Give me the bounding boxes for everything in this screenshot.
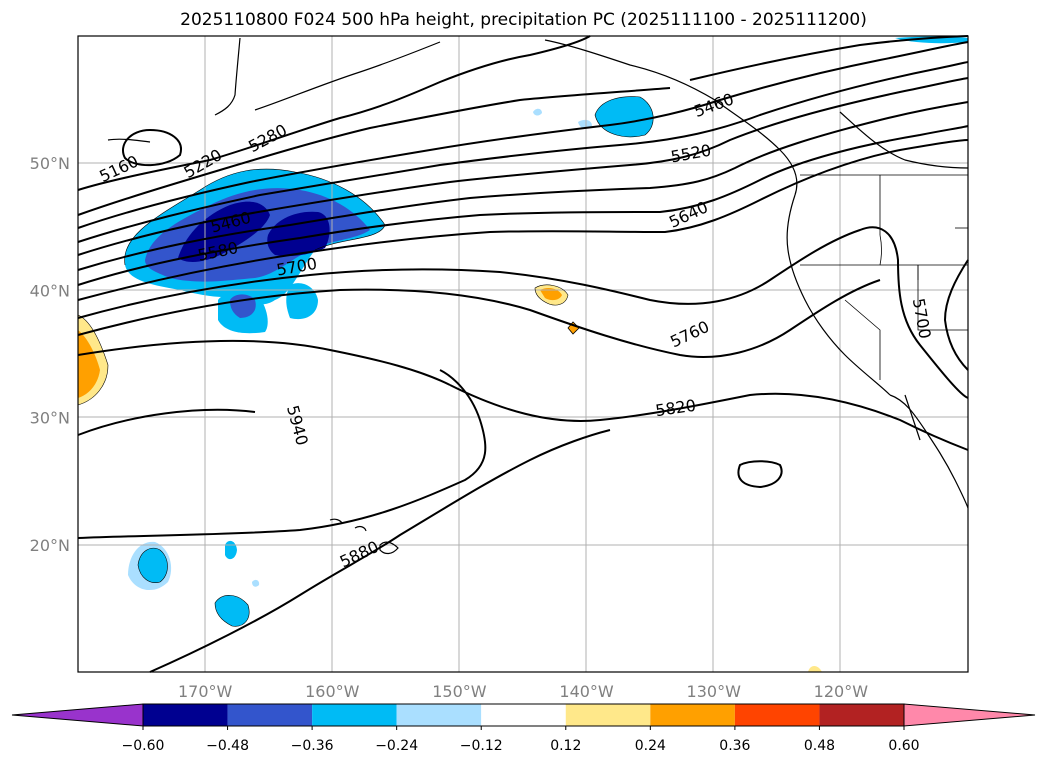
colorbar-tick-label: −0.60 — [122, 738, 165, 754]
contour-label: 5760 — [667, 317, 712, 351]
graticule — [78, 36, 968, 672]
longitude-label: 140°W — [559, 682, 614, 701]
colorbar-tick-label: 0.24 — [635, 738, 666, 754]
colorbar-tick-label: 0.60 — [888, 738, 919, 754]
contour-label: 5940 — [283, 403, 312, 447]
colorbar-segment — [143, 704, 228, 726]
latitude-label: 20°N — [30, 536, 70, 555]
colorbar-tick-label: −0.48 — [206, 738, 249, 754]
colorbar-segment — [227, 704, 313, 726]
latitude-label: 40°N — [30, 281, 70, 300]
latitude-label: 30°N — [30, 409, 70, 428]
map-frame — [77, 35, 969, 673]
map-title: 2025110800 F024 500 hPa height, precipit… — [180, 10, 867, 30]
precip-outline — [77, 96, 654, 627]
colorbar-segment — [650, 704, 735, 726]
colorbar-tick-labels: −0.60 −0.48 −0.36 −0.24 −0.12 0.12 0.24 0.36 0.4… — [122, 738, 920, 754]
contour-label: 5460 — [692, 89, 737, 121]
contour-label: 5820 — [654, 396, 697, 420]
longitude-label: 150°W — [432, 682, 487, 701]
longitude-label: 130°W — [687, 682, 742, 701]
latitude-labels: 50°N 40°N 30°N 20°N — [30, 154, 70, 555]
colorbar-tick-label: 0.48 — [804, 738, 835, 754]
contour-label: 5160 — [96, 152, 141, 186]
colorbar-extend-low — [11, 703, 144, 727]
colorbar-tick-label: −0.12 — [460, 738, 503, 754]
latitude-label: 50°N — [30, 154, 70, 173]
colorbar-tick-label: −0.36 — [291, 738, 334, 754]
colorbar-segment — [734, 704, 820, 726]
coastlines — [107, 37, 969, 555]
colorbar-segment — [481, 704, 566, 726]
colorbar-segment — [565, 704, 651, 726]
colorbar-tick-label: −0.24 — [375, 738, 418, 754]
contour-label: 5220 — [180, 145, 225, 182]
longitude-label: 170°W — [178, 682, 233, 701]
colorbar-segment — [312, 704, 397, 726]
height-contours — [77, 35, 969, 673]
contour-label: 5640 — [666, 197, 711, 231]
longitude-label: 160°W — [305, 682, 360, 701]
colorbar-tick-label: 0.12 — [550, 738, 581, 754]
longitude-label: 120°W — [814, 682, 869, 701]
colorbar-frame — [142, 703, 905, 727]
contour-label: 5880 — [337, 537, 382, 571]
colorbar-segment — [396, 704, 482, 726]
colorbar-extend-high — [903, 703, 1036, 727]
colorbar-tick-label: 0.36 — [719, 738, 750, 754]
colorbar — [11, 703, 1036, 730]
colorbar-segment — [819, 704, 904, 726]
longitude-labels: 170°W 160°W 150°W 140°W 130°W 120°W — [178, 682, 868, 701]
borders — [800, 174, 968, 380]
